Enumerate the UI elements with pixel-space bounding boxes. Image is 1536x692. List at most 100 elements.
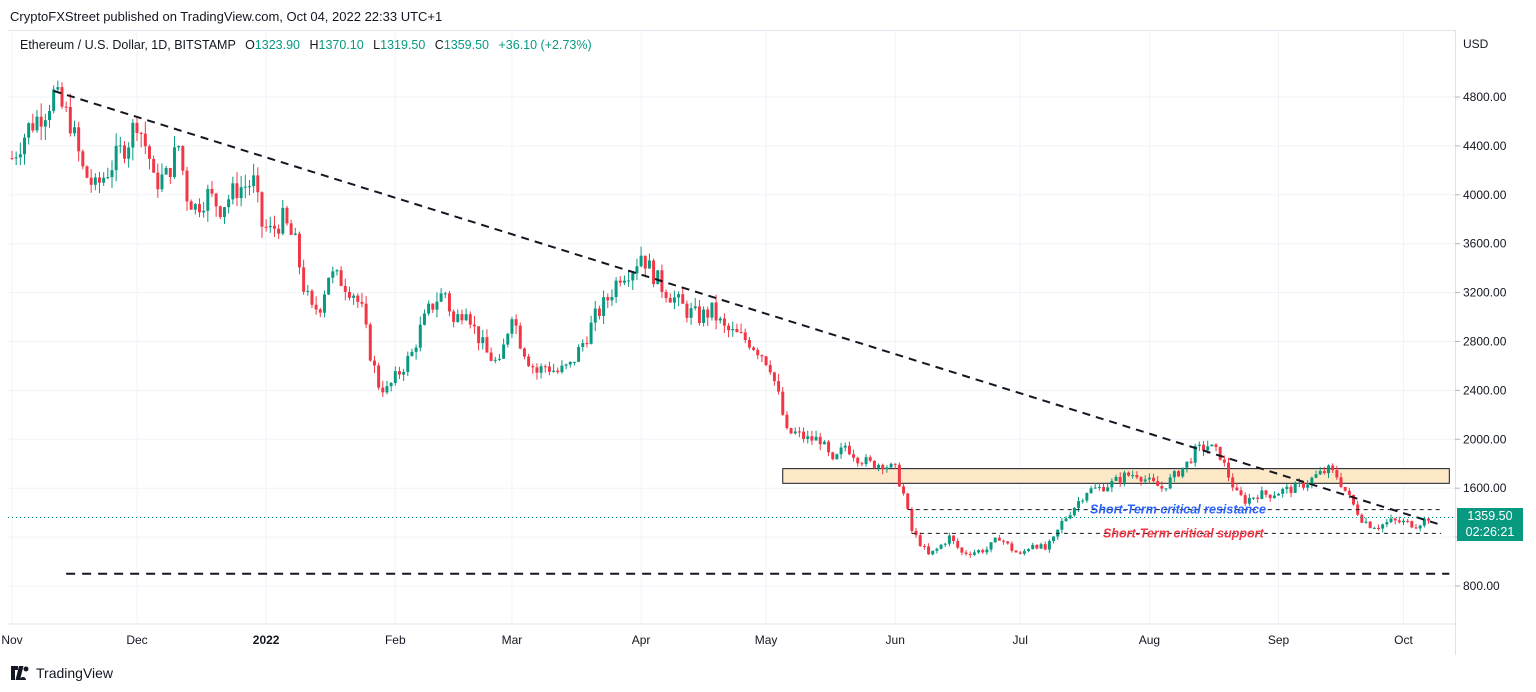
candle-body: [272, 225, 276, 229]
candle-body: [943, 543, 947, 545]
candle-body: [1397, 520, 1401, 523]
candle-body: [1010, 543, 1014, 551]
symbol-legend[interactable]: Ethereum / U.S. Dollar, 1D, BITSTAMP O13…: [20, 38, 592, 52]
candle-body: [1322, 471, 1326, 474]
y-tick-label: 4800.00: [1463, 90, 1507, 104]
candle-body: [10, 158, 14, 160]
candle-body: [768, 365, 772, 373]
candle-body: [656, 270, 660, 285]
candle-body: [385, 386, 389, 393]
candle-body: [318, 309, 322, 313]
candle-body: [1285, 486, 1289, 489]
candle-body: [568, 361, 572, 365]
candle-body: [156, 172, 160, 190]
last-price: 1359.50: [1467, 509, 1513, 523]
candle-body: [872, 460, 876, 468]
candle-body: [1377, 527, 1380, 529]
high-value: 1370.10: [318, 38, 364, 52]
candle-body: [581, 343, 585, 347]
candle-body: [402, 371, 406, 375]
candle-body: [939, 544, 943, 549]
candle-body: [1039, 544, 1043, 549]
candle-body: [489, 352, 493, 361]
candle-body: [1260, 490, 1264, 499]
candle-body: [756, 349, 760, 356]
candle-body: [214, 193, 218, 207]
candle-body: [668, 298, 672, 303]
candle-body: [1239, 490, 1243, 496]
candle-body: [1272, 495, 1276, 499]
candle-body: [1297, 482, 1301, 484]
candle-body: [502, 344, 506, 359]
candle-body: [514, 319, 518, 326]
candle-body: [1343, 486, 1347, 491]
candle-body: [843, 445, 847, 448]
candle-body: [14, 157, 18, 159]
candle-body: [1189, 461, 1193, 463]
candle-body: [547, 366, 551, 372]
grid: [8, 30, 1455, 624]
candle-body: [897, 464, 901, 487]
candle-body: [810, 436, 814, 441]
candle-body: [1206, 446, 1210, 451]
candle-body: [914, 530, 918, 536]
candle-body: [439, 293, 443, 302]
y-tick-label: 800.00: [1463, 579, 1500, 593]
candle-body: [1014, 550, 1018, 553]
trendline-dashed[interactable]: [53, 89, 1442, 526]
candle-body: [1035, 544, 1039, 549]
candle-body: [202, 210, 206, 213]
candle-body: [110, 170, 114, 178]
y-tick-label: 2400.00: [1463, 383, 1507, 397]
x-tick-label: Jul: [1013, 633, 1028, 647]
candle-body: [806, 436, 810, 440]
candle-body: [556, 370, 560, 373]
x-tick-label: Oct: [1394, 633, 1413, 647]
tradingview-brand[interactable]: TradingView: [10, 665, 113, 681]
candle-body: [618, 280, 622, 283]
candle-body: [606, 297, 610, 301]
candle-body: [643, 255, 647, 269]
candle-body: [889, 463, 893, 468]
candle-body: [1202, 444, 1206, 451]
candle-body: [1147, 477, 1151, 480]
candle-body: [1385, 522, 1389, 525]
candle-body: [518, 325, 522, 349]
tradingview-logo-icon: [11, 666, 29, 680]
candle-body: [256, 175, 260, 193]
candle-body: [1081, 500, 1085, 502]
candle-body: [935, 548, 939, 551]
candle-body: [227, 199, 231, 208]
candle-body: [902, 486, 906, 494]
candle-body: [1168, 477, 1172, 489]
candle-body: [35, 116, 39, 131]
candle-body: [831, 452, 835, 460]
candle-body: [535, 367, 539, 373]
candle-body: [331, 271, 335, 278]
candle-body: [985, 549, 989, 553]
candle-body: [289, 223, 293, 235]
candle-body: [181, 146, 185, 171]
candle-body: [1422, 518, 1426, 526]
candle-body: [247, 186, 251, 188]
candle-body: [527, 356, 531, 367]
candle-body: [1393, 518, 1397, 521]
candle-body: [1314, 474, 1318, 478]
candle-body: [789, 428, 793, 434]
candle-body: [610, 297, 614, 301]
candle-body: [631, 273, 635, 281]
candle-body: [743, 332, 747, 340]
candle-body: [222, 207, 226, 217]
candle-body: [585, 343, 589, 345]
candle-body: [339, 270, 343, 286]
candle-body: [185, 170, 189, 202]
candle-body: [702, 309, 706, 324]
candle-body: [1289, 486, 1293, 493]
candle-body: [777, 381, 781, 392]
candle-body: [877, 464, 881, 468]
candle-body: [343, 285, 347, 292]
candle-body: [1218, 446, 1222, 460]
candle-body: [1327, 465, 1330, 474]
candle-body: [456, 314, 460, 322]
